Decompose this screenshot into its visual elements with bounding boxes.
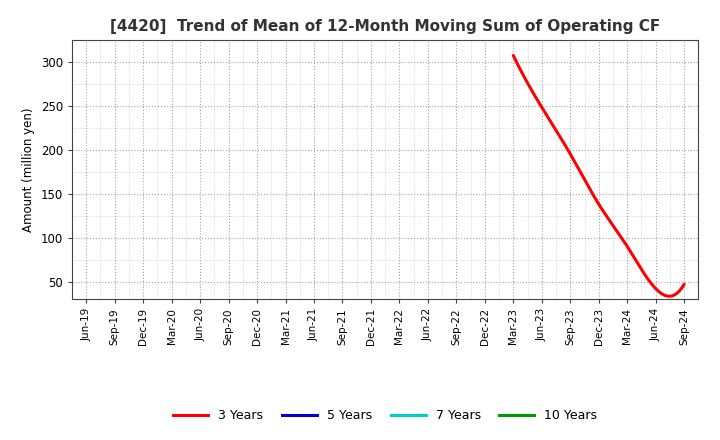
Y-axis label: Amount (million yen): Amount (million yen) <box>22 107 35 231</box>
Legend: 3 Years, 5 Years, 7 Years, 10 Years: 3 Years, 5 Years, 7 Years, 10 Years <box>168 404 603 427</box>
Title: [4420]  Trend of Mean of 12-Month Moving Sum of Operating CF: [4420] Trend of Mean of 12-Month Moving … <box>110 19 660 34</box>
